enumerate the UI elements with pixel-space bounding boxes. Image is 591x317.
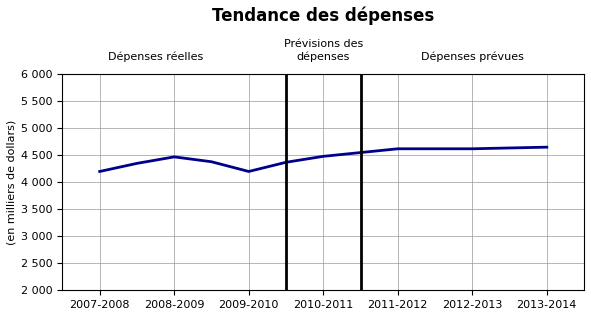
Text: Dépenses prévues: Dépenses prévues [421, 51, 524, 61]
Title: Tendance des dépenses: Tendance des dépenses [212, 7, 434, 25]
Text: Prévisions des
dépenses: Prévisions des dépenses [284, 39, 363, 61]
Y-axis label: (en milliers de dollars): (en milliers de dollars) [7, 120, 17, 245]
Text: Dépenses réelles: Dépenses réelles [108, 51, 203, 61]
